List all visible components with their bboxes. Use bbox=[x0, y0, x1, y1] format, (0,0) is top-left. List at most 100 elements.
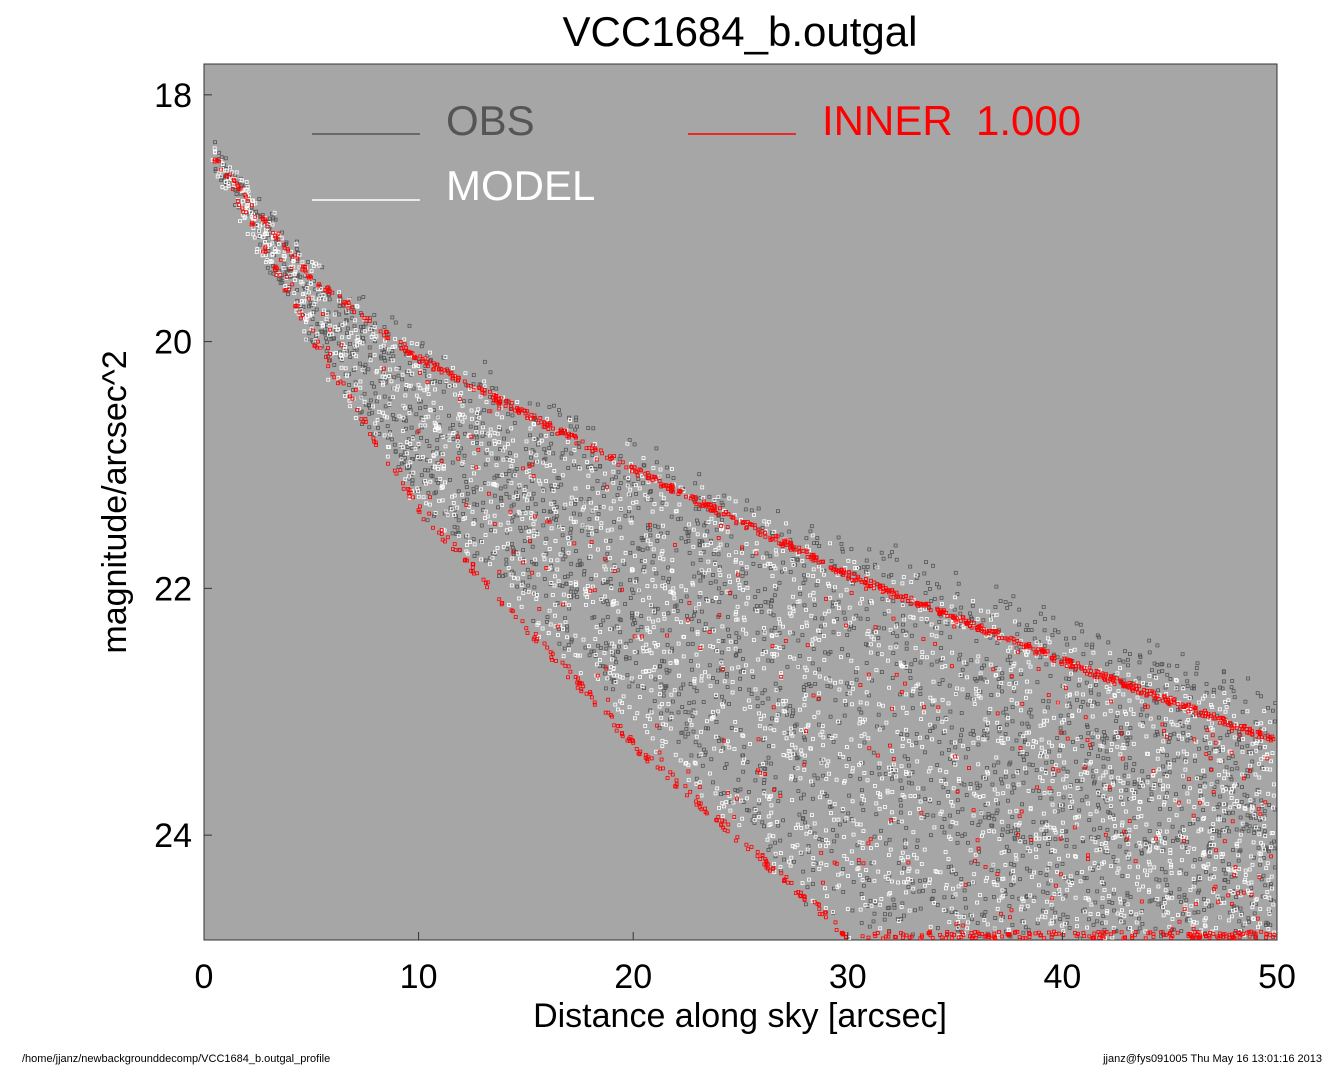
data-point bbox=[531, 619, 536, 623]
data-point bbox=[1092, 827, 1096, 832]
data-point bbox=[831, 828, 835, 832]
data-point bbox=[726, 615, 730, 619]
data-point bbox=[1127, 797, 1131, 801]
data-point bbox=[531, 491, 536, 496]
data-point bbox=[450, 531, 455, 536]
data-point bbox=[741, 769, 746, 774]
data-point bbox=[1196, 890, 1200, 895]
data-point bbox=[701, 700, 706, 704]
data-point bbox=[566, 466, 571, 471]
data-point bbox=[1160, 662, 1165, 666]
data-point bbox=[813, 616, 818, 621]
data-point bbox=[1187, 725, 1192, 730]
data-point bbox=[989, 868, 994, 873]
data-point bbox=[1098, 747, 1102, 752]
data-point bbox=[947, 683, 952, 688]
data-point bbox=[382, 394, 387, 399]
data-point bbox=[1087, 818, 1092, 822]
data-point bbox=[697, 594, 702, 599]
data-point bbox=[762, 637, 767, 641]
data-point bbox=[847, 627, 852, 632]
data-point bbox=[407, 476, 411, 481]
data-point bbox=[953, 570, 958, 575]
data-point bbox=[779, 532, 784, 537]
data-point bbox=[660, 628, 665, 633]
data-point bbox=[423, 404, 428, 409]
data-point bbox=[908, 564, 913, 569]
data-point bbox=[634, 491, 638, 496]
data-point bbox=[711, 552, 716, 556]
data-point bbox=[716, 586, 721, 591]
data-point bbox=[882, 611, 887, 616]
data-point bbox=[1258, 862, 1262, 867]
data-point bbox=[998, 599, 1003, 603]
data-point bbox=[362, 391, 367, 396]
data-point bbox=[968, 611, 972, 616]
data-point bbox=[836, 599, 841, 604]
data-point bbox=[1047, 749, 1052, 754]
data-point bbox=[836, 535, 841, 540]
data-point bbox=[1011, 594, 1016, 599]
data-point bbox=[923, 878, 927, 883]
data-point bbox=[435, 446, 440, 451]
data-point bbox=[747, 687, 752, 692]
data-point bbox=[1106, 640, 1111, 645]
data-point bbox=[1202, 774, 1207, 779]
data-point bbox=[1042, 832, 1046, 836]
data-point bbox=[1035, 921, 1040, 926]
data-point bbox=[599, 623, 603, 627]
data-point bbox=[438, 380, 442, 384]
data-point bbox=[267, 216, 272, 221]
data-point bbox=[692, 613, 696, 618]
data-point bbox=[492, 493, 497, 498]
data-point bbox=[900, 901, 905, 906]
data-point bbox=[907, 780, 911, 785]
data-point bbox=[1033, 620, 1037, 624]
data-point bbox=[392, 417, 396, 421]
data-point bbox=[690, 714, 695, 719]
data-point bbox=[480, 421, 485, 426]
data-point bbox=[1249, 886, 1254, 891]
data-point bbox=[666, 474, 670, 479]
data-point bbox=[1114, 719, 1118, 723]
data-point bbox=[894, 557, 899, 562]
data-point bbox=[1056, 630, 1061, 635]
data-point bbox=[373, 391, 378, 396]
data-point bbox=[596, 643, 600, 648]
data-point bbox=[1234, 895, 1238, 899]
data-point bbox=[278, 277, 283, 282]
data-point bbox=[864, 607, 869, 612]
data-point bbox=[763, 587, 767, 592]
data-point bbox=[835, 617, 839, 621]
data-point bbox=[840, 547, 845, 551]
data-point bbox=[450, 422, 455, 427]
data-point bbox=[569, 561, 574, 566]
data-point bbox=[1086, 889, 1091, 893]
data-point bbox=[1166, 740, 1171, 744]
data-point bbox=[1237, 732, 1242, 737]
data-point bbox=[808, 684, 813, 688]
data-point bbox=[964, 905, 968, 910]
data-point bbox=[1209, 767, 1213, 772]
data-point bbox=[1010, 923, 1015, 927]
data-point bbox=[918, 660, 923, 665]
data-point bbox=[1024, 628, 1028, 632]
data-point bbox=[992, 817, 997, 822]
data-point bbox=[661, 575, 666, 580]
data-point bbox=[1010, 705, 1015, 709]
data-point bbox=[817, 667, 821, 672]
data-point bbox=[1155, 643, 1160, 648]
data-point bbox=[652, 554, 657, 558]
data-point bbox=[1000, 676, 1005, 681]
data-point bbox=[514, 466, 519, 471]
data-point bbox=[900, 786, 904, 791]
data-point bbox=[1043, 769, 1048, 773]
data-point bbox=[812, 773, 817, 778]
data-point bbox=[628, 596, 633, 600]
data-point bbox=[1105, 827, 1110, 832]
data-point bbox=[1261, 856, 1266, 860]
data-point bbox=[1084, 642, 1089, 647]
data-point bbox=[574, 415, 579, 420]
data-point bbox=[403, 387, 408, 392]
data-point bbox=[530, 544, 535, 549]
